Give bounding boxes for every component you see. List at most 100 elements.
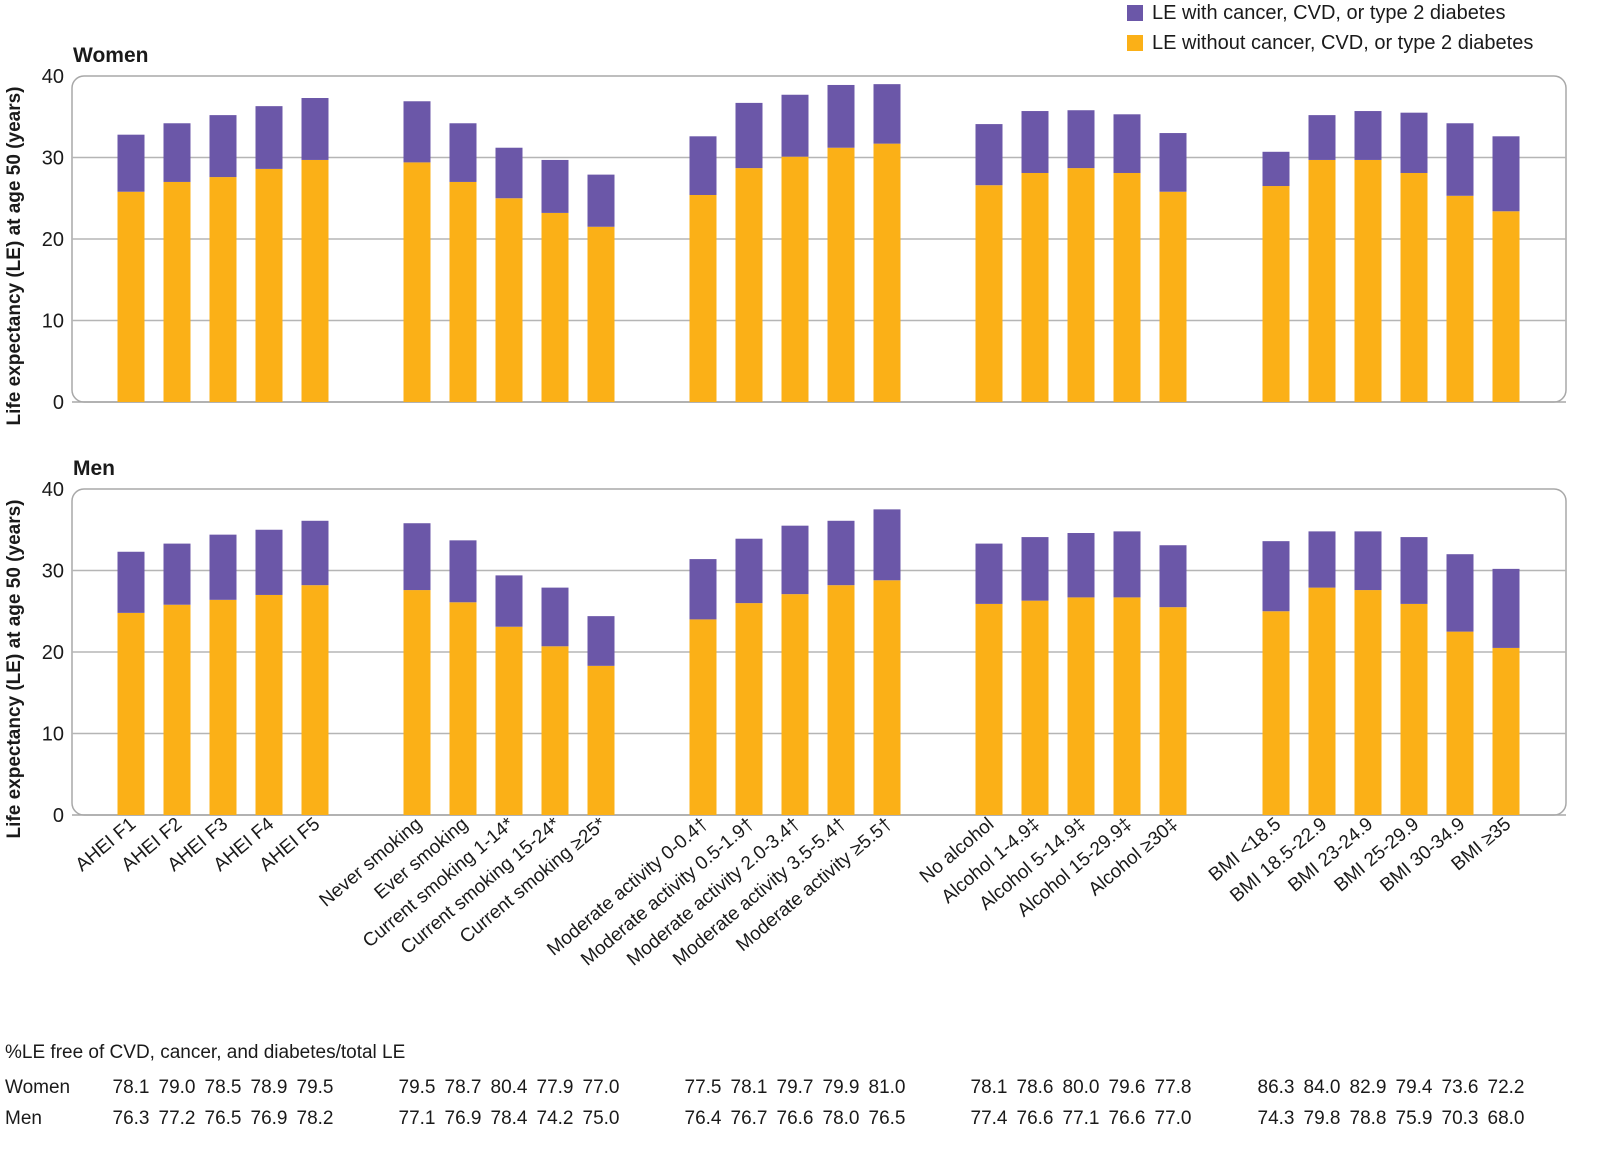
table-cell: 79.8 [1304,1108,1341,1129]
y-tick-label: 30 [42,561,64,583]
table-cell: 76.6 [1017,1108,1054,1129]
panel-title: Men [73,457,115,480]
table-cell: 78.9 [251,1077,288,1098]
bar-with-disease [403,101,431,163]
table-cell: 78.0 [823,1108,860,1129]
bar-with-disease [163,543,191,605]
bar-with-disease [689,136,717,195]
bar-without-disease [827,147,855,402]
table-cell: 74.2 [537,1108,574,1129]
bar-with-disease [1021,111,1049,173]
bar-without-disease [873,580,901,815]
bar-with-disease [873,84,901,144]
table-cell: 68.0 [1488,1108,1525,1129]
table-row-label: Women [5,1077,70,1098]
bar-without-disease [255,594,283,815]
bar-without-disease [1067,168,1095,402]
y-tick-label: 0 [53,805,64,827]
bar-with-disease [1067,533,1095,598]
table-cell: 77.5 [685,1077,722,1098]
bar-with-disease [1262,151,1290,187]
table-cell: 80.4 [491,1077,528,1098]
bar-with-disease [587,616,615,666]
bar-without-disease [495,198,523,402]
table-cell: 76.7 [731,1108,768,1129]
bar-with-disease [449,123,477,182]
y-axis-label: Life expectancy (LE) at age 50 (years) [4,500,25,839]
bar-with-disease [301,98,329,160]
bar-without-disease [735,168,763,402]
bar-without-disease [163,181,191,402]
bar-with-disease [827,520,855,586]
table-cell: 76.6 [1109,1108,1146,1129]
bar-with-disease [873,509,901,581]
bar-with-disease [735,102,763,169]
table-cell: 78.7 [445,1077,482,1098]
bar-without-disease [449,181,477,402]
bar-with-disease [449,540,477,603]
table-cell: 76.4 [685,1108,722,1129]
y-tick-label: 20 [42,642,64,664]
bar-without-disease [1021,600,1049,815]
table-cell: 76.9 [251,1108,288,1129]
bar-without-disease [403,590,431,815]
legend-swatch [1127,35,1143,51]
table-cell: 79.9 [823,1077,860,1098]
bar-without-disease [1159,191,1187,402]
table-cell: 77.0 [583,1077,620,1098]
table-cell: 76.6 [777,1108,814,1129]
bar-without-disease [1400,603,1428,815]
bar-without-disease [1113,172,1141,402]
table-cell: 78.1 [971,1077,1008,1098]
table-cell: 77.2 [159,1108,196,1129]
bar-with-disease [1354,531,1382,591]
bar-with-disease [495,575,523,627]
panel-title: Women [73,44,148,67]
table-cell: 77.8 [1155,1077,1192,1098]
bar-with-disease [1400,112,1428,173]
bar-with-disease [1400,537,1428,604]
y-tick-label: 10 [42,311,64,333]
bar-without-disease [689,619,717,815]
table-cell: 81.0 [869,1077,906,1098]
legend-label: LE without cancer, CVD, or type 2 diabet… [1152,32,1533,54]
table-cell: 76.5 [205,1108,242,1129]
table-cell: 78.1 [113,1077,150,1098]
bar-with-disease [1446,554,1474,632]
bar-without-disease [827,585,855,815]
table-cell: 76.9 [445,1108,482,1129]
table-cell: 77.1 [399,1108,436,1129]
table-cell: 80.0 [1063,1077,1100,1098]
y-tick-label: 30 [42,148,64,170]
bar-with-disease [301,520,329,586]
bar-without-disease [1308,587,1336,815]
bar-with-disease [495,147,523,199]
bar-without-disease [117,191,145,402]
bar-without-disease [1021,172,1049,402]
table-cell: 78.4 [491,1108,528,1129]
y-axis-label: Life expectancy (LE) at age 50 (years) [4,87,25,426]
bar-with-disease [975,543,1003,604]
bar-with-disease [1492,568,1520,648]
table-cell: 86.3 [1258,1077,1295,1098]
bar-without-disease [403,162,431,402]
table-cell: 72.2 [1488,1077,1525,1098]
bar-without-disease [1492,647,1520,815]
bar-with-disease [1308,531,1336,588]
bar-without-disease [1262,186,1290,402]
bar-without-disease [495,626,523,815]
table-cell: 79.7 [777,1077,814,1098]
bar-with-disease [827,84,855,148]
table-cell: 70.3 [1442,1108,1479,1129]
bar-without-disease [301,585,329,815]
bar-without-disease [301,159,329,402]
bar-with-disease [1159,133,1187,192]
table-cell: 77.1 [1063,1108,1100,1129]
bar-without-disease [975,603,1003,815]
bar-with-disease [1308,115,1336,160]
bar-with-disease [117,134,145,192]
table-cell: 79.6 [1109,1077,1146,1098]
bar-without-disease [1446,631,1474,815]
bar-with-disease [163,123,191,182]
